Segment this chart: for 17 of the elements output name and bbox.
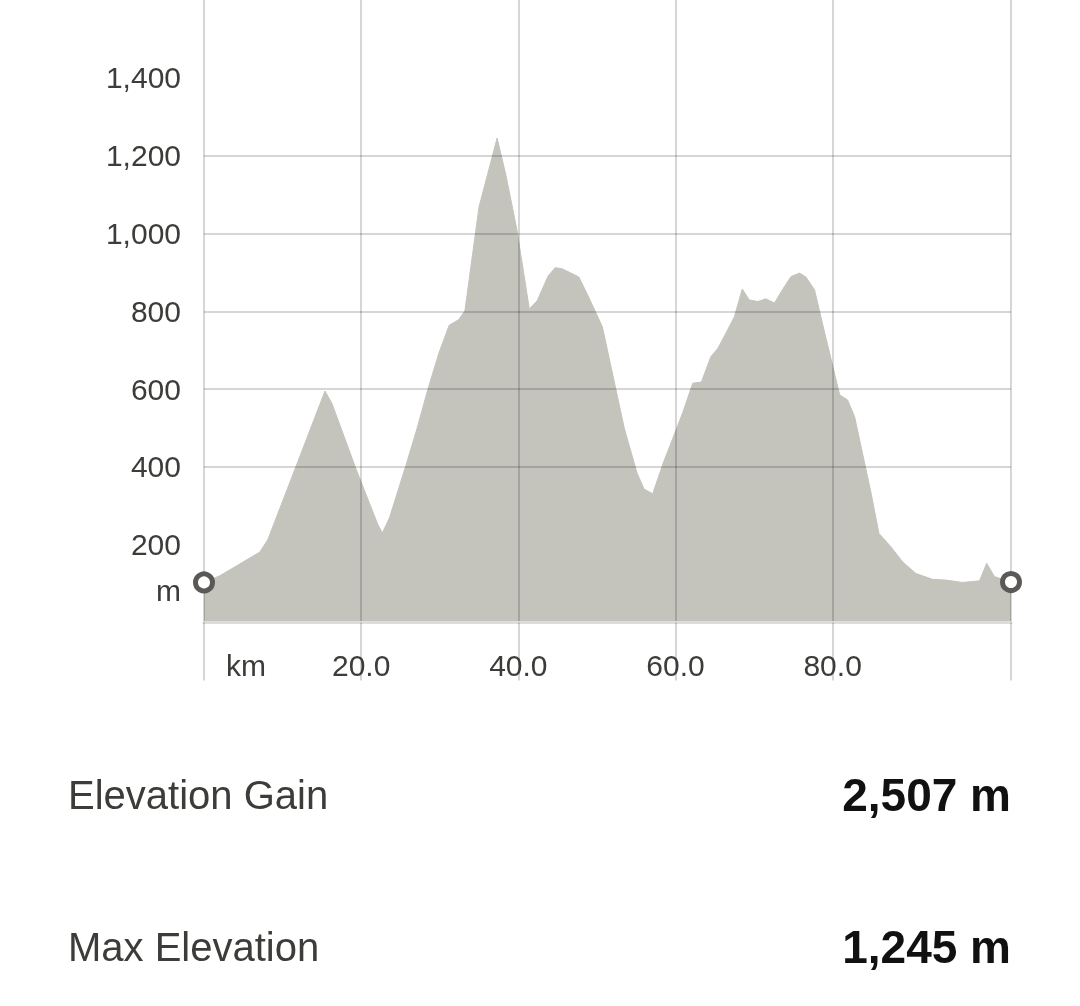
y-tick-label: 200: [130, 528, 181, 562]
text: Elevation Gain: [68, 773, 329, 817]
y-tick-label: 1,400: [105, 61, 181, 95]
x-tick-label: 20.0: [331, 649, 391, 682]
x-tick-label: 80.0: [803, 649, 862, 682]
x-tick-label: 60.0: [646, 649, 705, 682]
text: Max Elevation: [68, 925, 320, 969]
y-tick-label: 800: [130, 294, 181, 328]
y-axis-title: m: [156, 574, 181, 607]
x-tick-label: 40.0: [489, 649, 548, 682]
x-axis-title: km: [226, 649, 266, 682]
y-tick-label: 600: [130, 372, 181, 406]
text: 1,245 m: [842, 921, 1011, 973]
y-tick-label: 400: [130, 450, 181, 484]
y-tick-label: 1,000: [105, 216, 181, 250]
text: 2,507 m: [842, 769, 1011, 821]
y-tick-label: 1,200: [105, 139, 181, 173]
